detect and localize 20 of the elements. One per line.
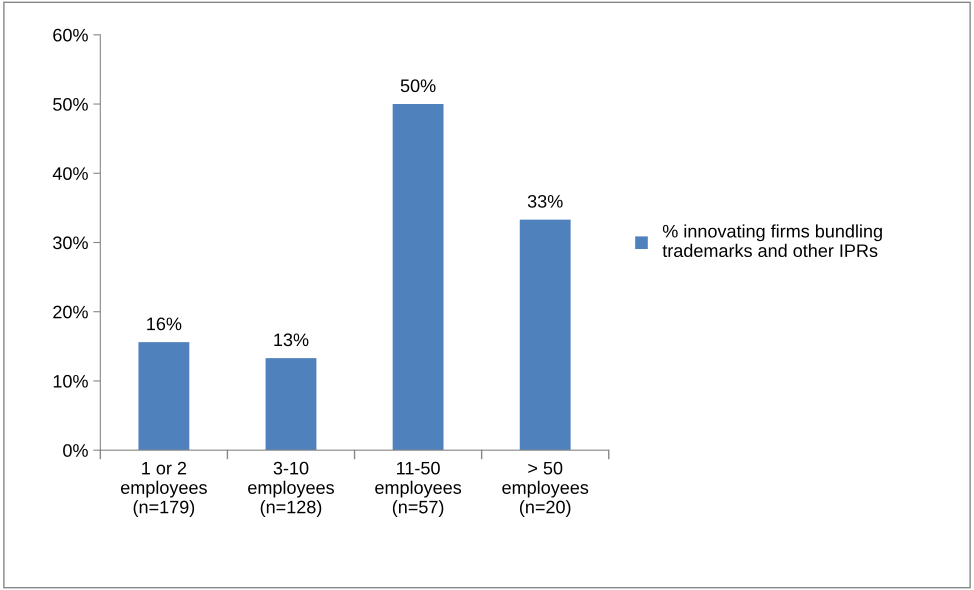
data-label: 16% [147,317,182,330]
data-label: 33% [528,194,563,208]
legend-label: % innovating firms bundling trademarks and other IPRs [662,224,882,258]
x-tick-label: 1 or 2 employees (n=179) [120,462,207,517]
x-tick-label: 11-50 employees (n=57) [375,462,462,517]
data-label: 50% [400,79,436,92]
x-tick-label: > 50 employees (n=20) [502,462,588,517]
bar [520,220,571,450]
x-tick-label: 3-10 employees (n=128) [248,462,334,517]
y-tick-label: 10% [54,374,88,388]
y-tick-label: 40% [52,167,88,180]
data-label: 13% [274,333,308,346]
bar [266,358,316,450]
y-tick-label: 30% [53,236,88,250]
y-tick-label: 50% [53,98,88,111]
y-tick-label: 20% [53,306,88,318]
bar [392,104,444,450]
y-tick-label: 0% [63,444,88,457]
bar [138,342,190,450]
y-tick-label: 60% [53,28,88,42]
